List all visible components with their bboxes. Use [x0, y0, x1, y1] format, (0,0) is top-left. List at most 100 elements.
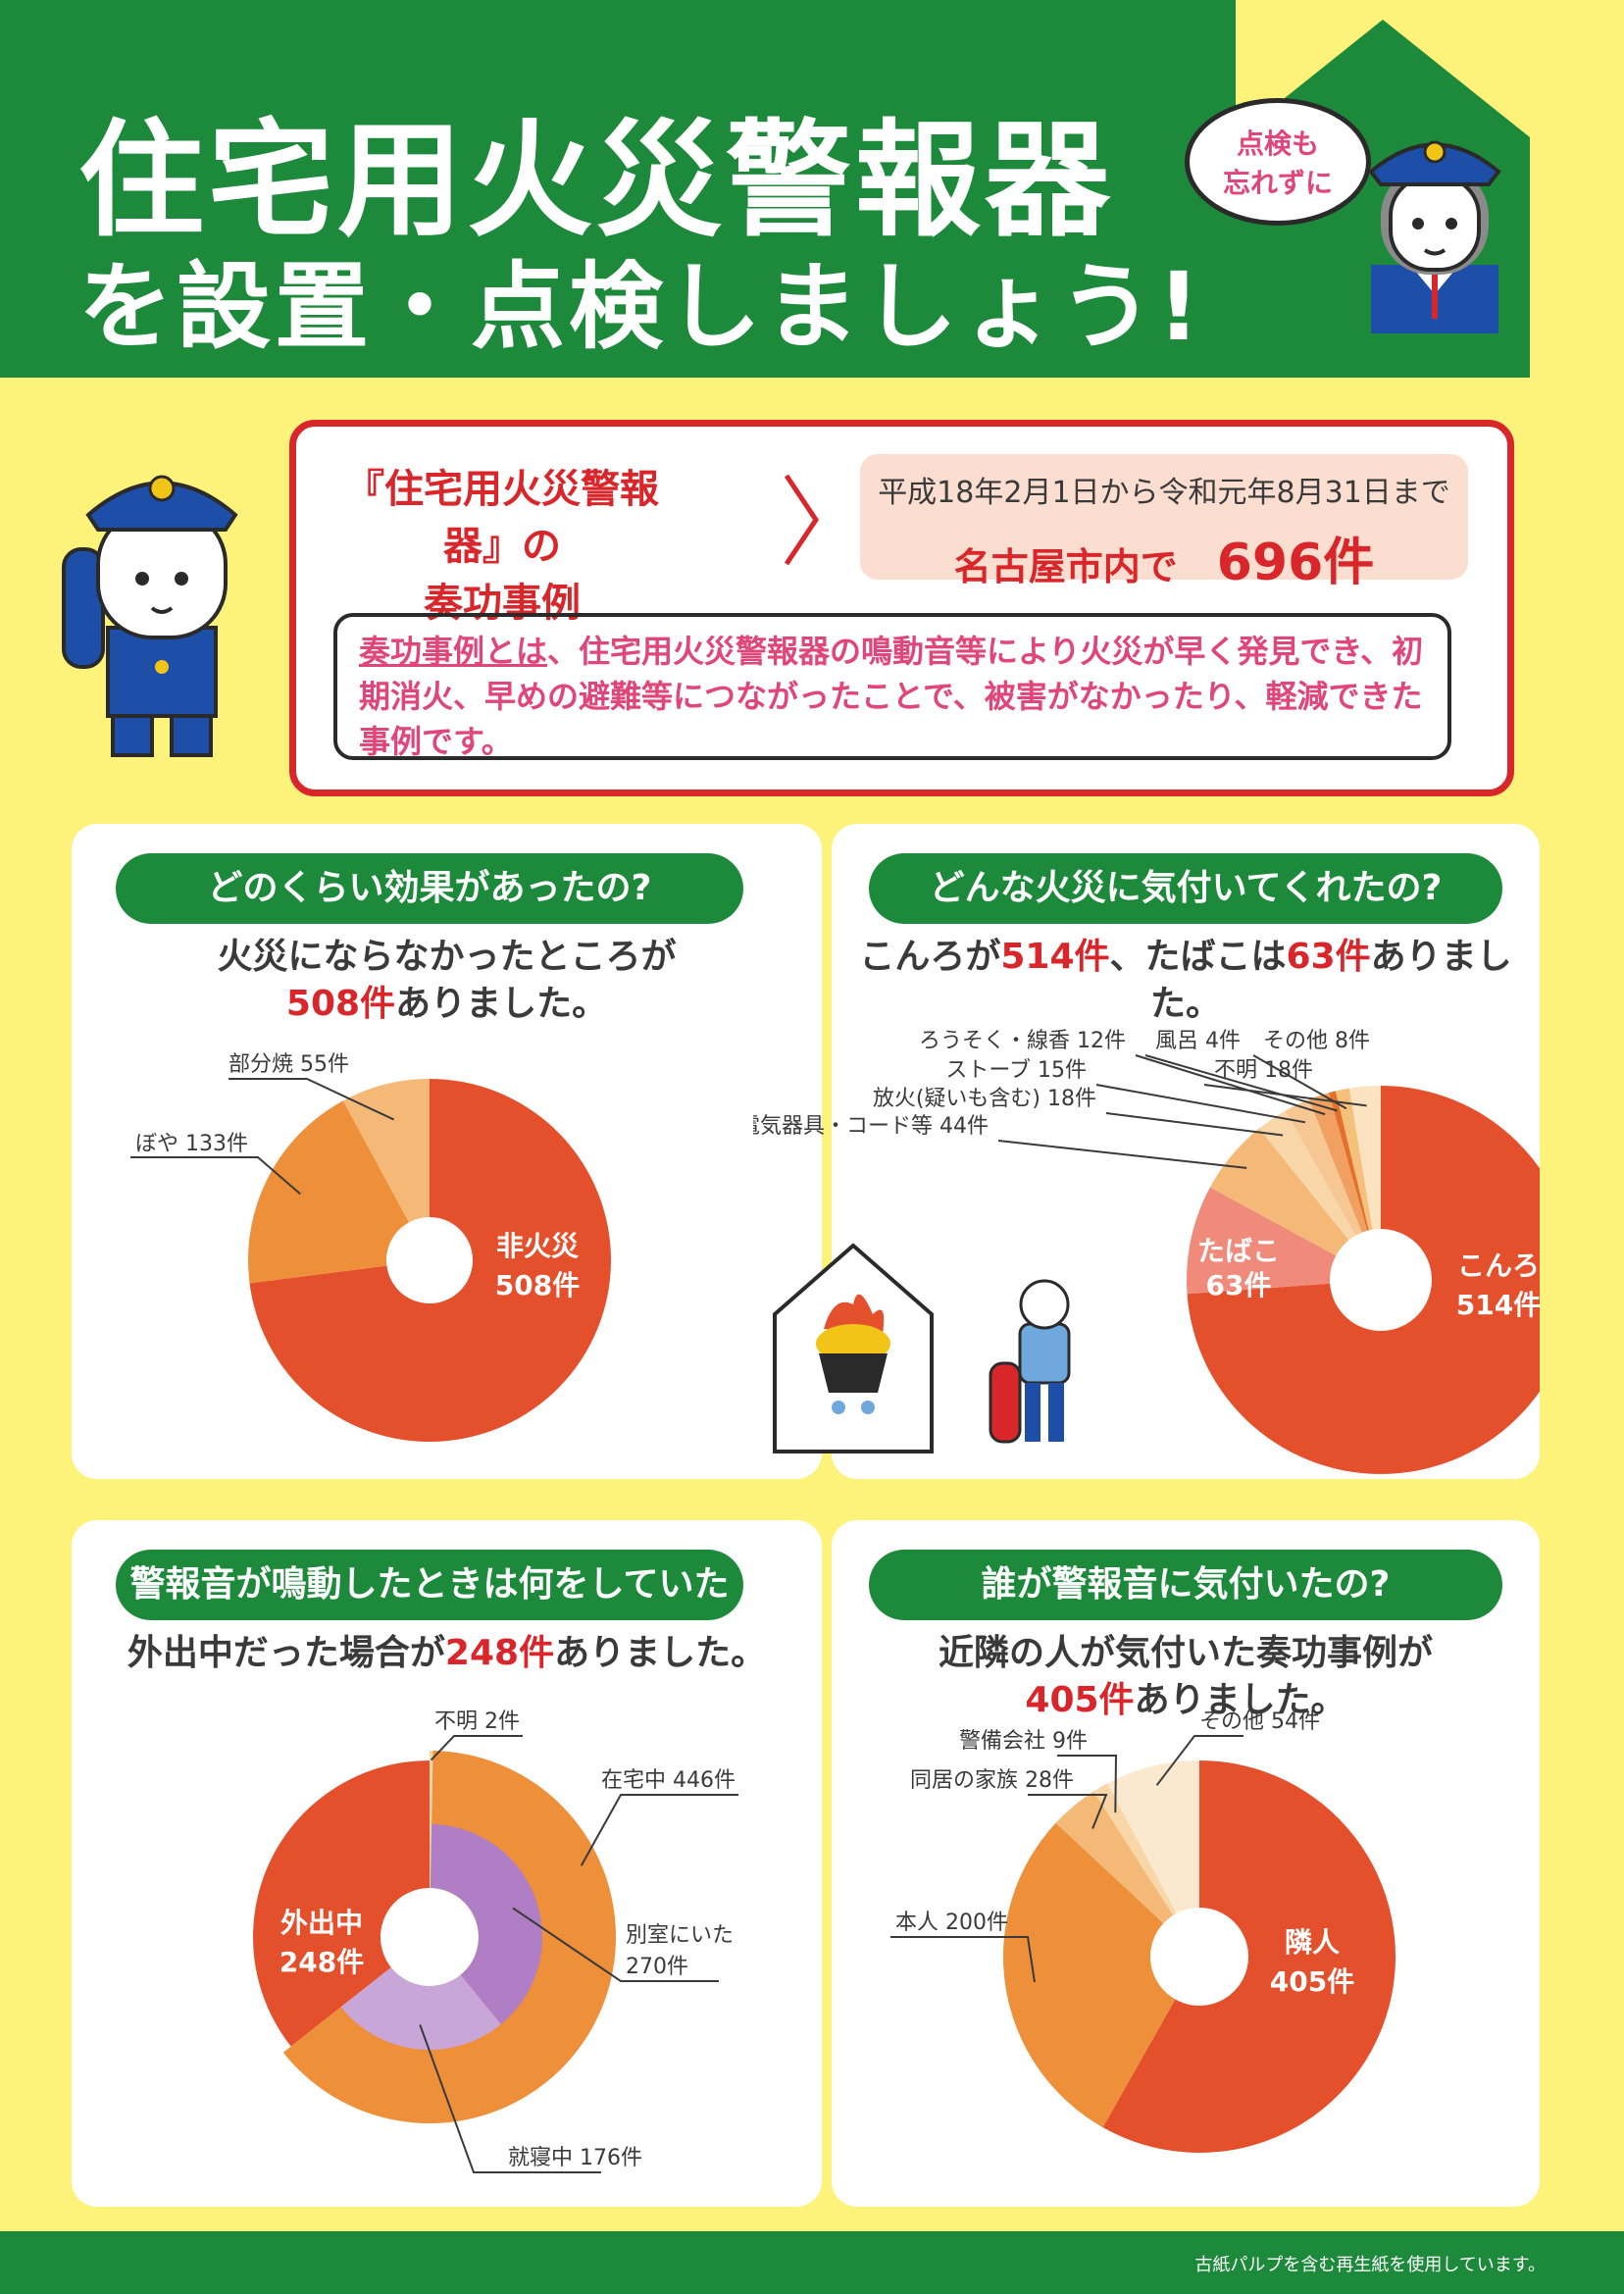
city-text: 名古屋市内で: [953, 545, 1178, 588]
leader-line: [1252, 1054, 1347, 1110]
bubble-text-2: 忘れずに: [1222, 167, 1333, 199]
subtitle-prefix: こんろが: [859, 937, 1001, 977]
pie-slice-たばこ: [1187, 1187, 1337, 1295]
subtitle-mid: 、たばこは: [1109, 937, 1287, 977]
chevron-right-icon: [784, 474, 820, 566]
panel-title: 誰が警報音に気付いたの?: [869, 1550, 1502, 1620]
slice-label: たばこ: [1197, 1235, 1280, 1267]
pie-slice-放火(疑いも含む): [1258, 1110, 1356, 1241]
panel-who-noticed: 誰が警報音に気付いたの? 近隣の人が気付いた奏功事例が 405件ありました。 隣…: [832, 1520, 1540, 2207]
subtitle-suffix: ありました。: [1149, 937, 1512, 1024]
inner-slice-就寝中: [340, 1966, 501, 2050]
slice-callout: 不明 2件: [434, 1709, 520, 1734]
pie-slice-部分焼: [342, 1079, 430, 1223]
leader-line: [890, 1936, 1036, 1983]
pie-slice-ストーブ: [1285, 1099, 1362, 1236]
panel-subtitle: 火災にならなかったところが 508件ありました。: [72, 934, 822, 1028]
slice-callout: 就寝中 176件: [508, 2146, 642, 2170]
leader-line: [997, 1140, 1247, 1169]
definition-bubble: 奏功事例とは、住宅用火災警報器の鳴動音等により火災が早く発見でき、初期消火、早め…: [333, 613, 1451, 760]
slice-callout: 在宅中 446件: [601, 1768, 736, 1793]
slice-callout: その他 8件: [1263, 1029, 1370, 1053]
panel-subtitle: 近隣の人が気付いた奏功事例が 405件ありました。: [832, 1630, 1540, 1724]
pie-slice-ろうそく・線香: [1308, 1093, 1368, 1233]
pie-slice-ぼや: [248, 1100, 410, 1284]
pie-slice-風呂: [1329, 1091, 1369, 1231]
period-count: 名古屋市内で 696件: [860, 521, 1468, 594]
leader-line: [1095, 1084, 1306, 1124]
pie-slice-非火災: [249, 1079, 611, 1442]
slice-callout: ストーブ 15件: [945, 1058, 1087, 1083]
pie-slice-同居の家族: [1055, 1791, 1174, 1923]
panel-title: どのくらい効果があったの?: [116, 853, 743, 924]
pie-slice-警備会社: [1093, 1783, 1177, 1915]
pie-slice-電気器具・コード等: [1209, 1128, 1349, 1256]
intro-label-1: 『住宅用火災警報器』の: [345, 467, 659, 569]
pie-slice-隣人: [1102, 1760, 1396, 2153]
pie-slice-不明: [430, 1751, 433, 1889]
intro-box: 『住宅用火災警報器』の 奏功事例 平成18年2月1日から令和元年8月31日まで …: [289, 420, 1514, 796]
slice-callout: その他 54件: [1199, 1709, 1320, 1734]
subtitle-line: 近隣の人が気付いた奏功事例が: [938, 1633, 1433, 1673]
slice-callout: 風呂 4件: [1155, 1029, 1241, 1053]
slice-label: 非火災: [496, 1230, 580, 1262]
slice-label: こんろ: [1457, 1249, 1540, 1282]
period-box: 平成18年2月1日から令和元年8月31日まで 名古屋市内で 696件: [860, 454, 1468, 592]
pie-slice-その他: [1335, 1088, 1373, 1231]
highlight-number: 508件: [285, 984, 396, 1024]
chart-effect: 非火災 508件 ぼや 133件 部分焼 55件: [130, 1052, 611, 1442]
slice-label: 隣人: [1285, 1926, 1340, 1959]
pie-slice-こんろ: [1187, 1086, 1540, 1474]
slice-label: 外出中: [280, 1907, 363, 1939]
subtitle-suffix: ありました。: [1134, 1680, 1346, 1720]
leader-line: [1155, 1735, 1243, 1786]
leader-line: [1203, 1084, 1367, 1107]
highlight-number: 405件: [1025, 1680, 1135, 1720]
leader-line: [419, 2024, 601, 2173]
pie-slice-その他: [1107, 1760, 1199, 1913]
page-title: 住宅用火災警報器: [78, 108, 1115, 254]
chart-who-noticed: 隣人 405件 本人 200件 同居の家族 28件 警備会社 9件 その他 54件: [890, 1709, 1396, 2153]
leader-line: [1135, 1054, 1326, 1116]
pie-slice-外出中: [253, 1760, 430, 2047]
panel-fire-type: どんな火災に気付いてくれたの? こんろが514件、たばこは63件ありました。 こ…: [753, 824, 1540, 1479]
definition-text: 、住宅用火災警報器の鳴動音等により火災が早く発見でき、初期消火、早めの避難等につ…: [359, 633, 1424, 760]
panel-title: 警報音が鳴動したときは何をしていたの?: [116, 1550, 743, 1675]
panel-subtitle: 外出中だった場合が248件ありました。: [72, 1630, 822, 1677]
highlight-number: 514件: [1000, 937, 1110, 977]
subtitle-suffix: ありました。: [395, 984, 608, 1024]
inner-slice-別室にいた: [430, 1824, 542, 2024]
pie-slice-本人: [1003, 1822, 1176, 2128]
subtitle-suffix: ありました。: [554, 1633, 767, 1673]
slice-callout: 別室にいた: [626, 1923, 734, 1948]
leader-line: [512, 1907, 719, 1982]
slice-callout: 同居の家族 28件: [910, 1768, 1074, 1793]
definition-term: 奏功事例とは: [359, 633, 548, 670]
slice-callout: ぼや 133件: [135, 1132, 248, 1156]
panel-subtitle: こんろが514件、たばこは63件ありました。: [832, 934, 1540, 1028]
slice-label: 248件: [279, 1946, 364, 1978]
leader-line: [1144, 1054, 1338, 1112]
speech-bubble: 点検も 忘れずに: [1185, 98, 1371, 226]
panel-effect: どのくらい効果があったの? 火災にならなかったところが 508件ありました。 非…: [72, 824, 822, 1479]
slice-callout: 本人 200件: [895, 1911, 1008, 1935]
slice-callout: 電気器具・コード等 44件: [753, 1114, 989, 1139]
slice-label: 63件: [1206, 1269, 1272, 1301]
bubble-text-1: 点検も: [1236, 127, 1319, 160]
intro-label-2: 奏功事例: [424, 581, 581, 626]
header-band: [0, 0, 1236, 378]
header: 住宅用火災警報器 を設置・点検しましょう! 点検も 忘れずに: [0, 0, 1624, 378]
period-text: 平成18年2月1日から令和元年8月31日まで: [878, 476, 1450, 510]
slice-label: 405件: [1270, 1965, 1354, 1998]
slice-callout: 部分焼 55件: [228, 1052, 349, 1077]
leader-line: [580, 1794, 738, 1866]
slice-callout: 放火(疑いも含む) 18件: [873, 1087, 1096, 1111]
highlight-number: 248件: [444, 1633, 555, 1673]
panel-activity: 警報音が鳴動したときは何をしていたの? 外出中だった場合が248件ありました。 …: [72, 1520, 822, 2207]
slice-label: 508件: [495, 1269, 580, 1301]
footer-note: 古紙パルプを含む再生紙を使用しています。: [1194, 2255, 1546, 2275]
panel-title: どんな火災に気付いてくれたの?: [869, 853, 1502, 924]
highlight-number-2: 63件: [1286, 937, 1371, 977]
